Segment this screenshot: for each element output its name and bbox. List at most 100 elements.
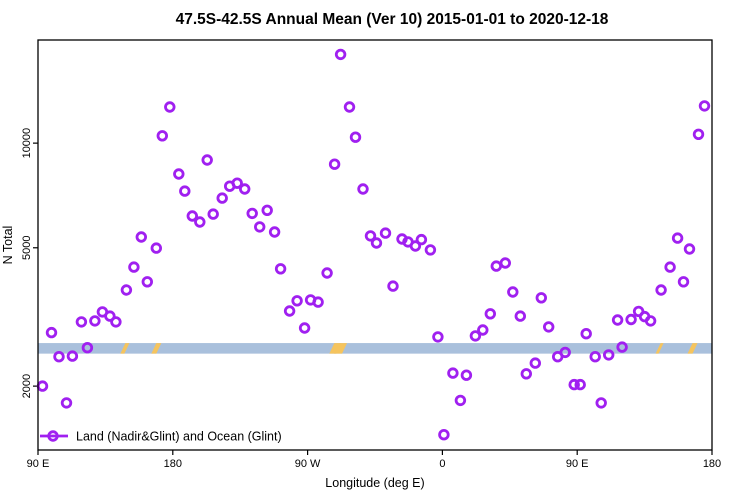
data-point (238, 183, 251, 195)
data-point (692, 128, 705, 141)
data-point (274, 263, 287, 275)
data-point (268, 226, 281, 238)
data-point (543, 321, 555, 333)
data-point (387, 280, 399, 292)
data-point (75, 316, 88, 328)
data-point (186, 210, 199, 222)
data-point (655, 284, 667, 296)
data-point (616, 341, 628, 353)
data-point (283, 305, 296, 317)
data-point (81, 342, 94, 354)
data-point (644, 315, 657, 327)
data-point (477, 324, 489, 336)
data-point (254, 221, 266, 233)
x-tick-label: 180 (703, 458, 721, 470)
data-point (484, 308, 497, 320)
chart-title: 47.5S-42.5S Annual Mean (Ver 10) 2015-01… (176, 11, 609, 28)
y-tick-label: 10000 (21, 128, 33, 159)
legend-marker-icon (47, 430, 59, 442)
data-point (128, 261, 140, 273)
data-point (589, 351, 601, 363)
data-point (89, 315, 101, 327)
x-tick-label: 0 (439, 458, 445, 470)
data-point (364, 230, 377, 242)
data-point (415, 233, 428, 246)
land-mark (655, 343, 664, 354)
data-point (141, 276, 154, 288)
data-point (698, 100, 711, 112)
data-point (201, 154, 213, 166)
land-mark (151, 343, 162, 354)
data-point (454, 394, 467, 407)
data-point (328, 158, 341, 170)
x-tick-label: 90 E (566, 458, 589, 470)
data-point (261, 204, 273, 217)
data-point (231, 177, 243, 189)
x-tick-label: 90 E (27, 458, 50, 470)
data-point (568, 378, 580, 391)
data-point (625, 313, 637, 326)
land-mark (120, 343, 130, 354)
data-point (409, 240, 422, 252)
data-point (135, 231, 148, 243)
data-point (559, 346, 571, 359)
data-point (246, 207, 258, 220)
data-point (60, 397, 73, 409)
data-point (370, 237, 383, 249)
x-axis-title: Longitude (deg E) (325, 476, 424, 490)
data-point (104, 310, 116, 322)
data-point (529, 357, 542, 369)
data-point (595, 397, 607, 409)
data-point (343, 101, 356, 113)
data-point (490, 260, 503, 272)
data-point (150, 242, 163, 254)
x-tick-label: 90 W (295, 458, 321, 470)
data-point (349, 131, 362, 143)
data-point (379, 227, 392, 239)
data-point (334, 48, 347, 61)
plot-area: 90 E 180 90 W 0 90 E 180 2000 5000 10000 (21, 48, 721, 470)
data-point (580, 328, 592, 340)
y-axis-title: N Total (1, 226, 15, 265)
data-point (179, 185, 191, 197)
data-point (66, 350, 79, 362)
x-tick-label: 180 (164, 458, 182, 470)
data-point (664, 261, 676, 273)
legend: Land (Nadir&Glint) and Ocean (Glint) (40, 430, 282, 444)
data-point (460, 369, 473, 381)
data-point (156, 130, 169, 142)
data-point (357, 183, 369, 195)
data-point (216, 192, 228, 204)
data-point (683, 243, 696, 255)
data-point (469, 330, 482, 342)
data-point (677, 276, 690, 288)
data-point (207, 208, 219, 220)
legend-label: Land (Nadir&Glint) and Ocean (Glint) (76, 430, 282, 444)
data-point (194, 216, 206, 228)
ocean-band (38, 343, 712, 354)
data-point (611, 314, 624, 326)
data-point (173, 168, 185, 180)
data-point (36, 380, 49, 392)
data-point (507, 286, 519, 298)
data-point (110, 316, 122, 328)
data-point (520, 368, 533, 380)
data-point (45, 326, 58, 339)
data-point (298, 322, 311, 334)
land-mark (334, 343, 348, 354)
plot-border (37, 39, 713, 451)
land-mark (687, 343, 698, 354)
data-point (535, 292, 548, 304)
data-point (164, 101, 176, 113)
data-point (120, 284, 133, 296)
data-point (53, 351, 65, 363)
data-point (321, 267, 333, 279)
data-point (499, 257, 512, 269)
data-point (438, 429, 450, 441)
y-tick-label: 5000 (21, 236, 33, 260)
data-point (603, 349, 615, 361)
data-point (291, 295, 303, 307)
data-point (312, 296, 324, 308)
